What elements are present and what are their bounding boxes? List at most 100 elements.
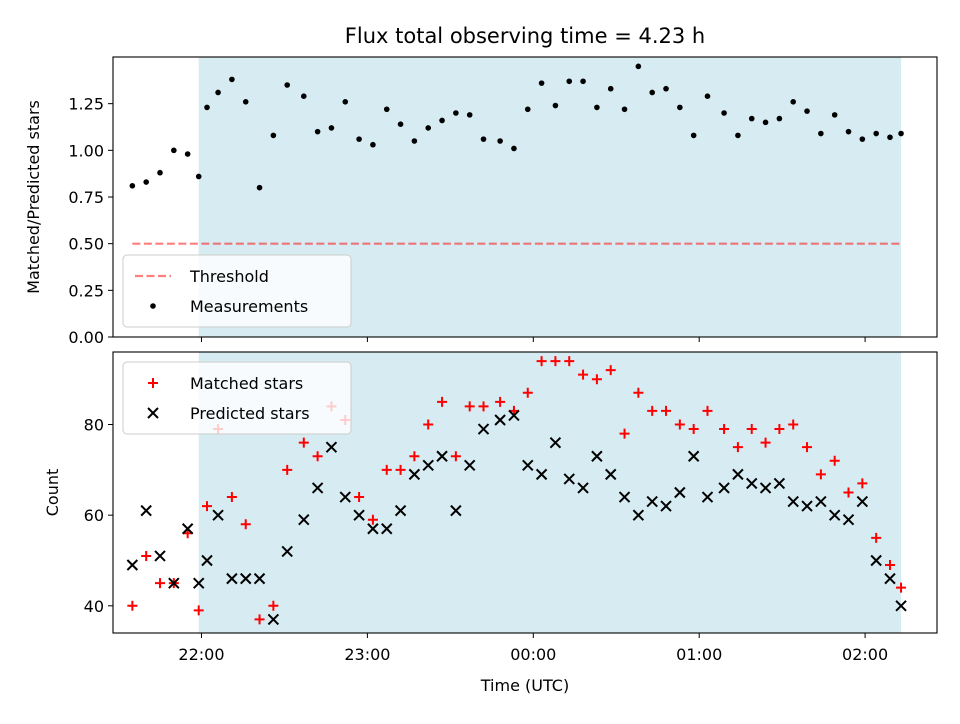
matched-star-point xyxy=(843,487,854,498)
predicted-star-point xyxy=(687,450,700,462)
predicted-star-point xyxy=(895,600,907,612)
predicted-star-point xyxy=(660,500,672,512)
predicted-star-point xyxy=(591,450,603,462)
measurement-point xyxy=(524,106,531,113)
matched-star-point xyxy=(661,405,672,416)
legend-measurement-swatch xyxy=(150,303,156,309)
predicted-star-point xyxy=(311,482,324,494)
chart-title: Flux total observing time = 4.23 h xyxy=(345,24,705,48)
measurement-point xyxy=(511,145,517,152)
measurement-point xyxy=(143,179,149,185)
measurement-point xyxy=(690,132,697,139)
y-tick-label: 1.00 xyxy=(68,141,104,160)
matched-star-point xyxy=(226,492,237,503)
measurement-point xyxy=(735,132,741,139)
legend-box xyxy=(122,254,352,328)
measurement-point xyxy=(538,80,545,86)
x-tick-label: 02:00 xyxy=(842,645,888,664)
matched-star-point xyxy=(550,356,561,367)
matched-star-point xyxy=(884,560,895,571)
measurement-point xyxy=(497,138,503,144)
axes-frame xyxy=(112,351,938,634)
matched-star-point xyxy=(591,374,602,385)
matched-star-point xyxy=(478,401,489,412)
predicted-star-point xyxy=(325,441,338,453)
measurement-point xyxy=(621,106,628,113)
measurement-point xyxy=(552,102,559,109)
matched-star-point xyxy=(495,396,506,407)
measurement-point xyxy=(397,121,404,127)
measurement-point xyxy=(873,130,879,137)
matched-star-point xyxy=(605,365,616,376)
measurement-point xyxy=(300,93,307,99)
measurement-point xyxy=(195,173,202,180)
matched-star-point xyxy=(732,442,743,453)
predicted-star-point xyxy=(522,459,534,472)
matched-star-point xyxy=(312,451,323,462)
predicted-star-point xyxy=(494,414,506,426)
predicted-star-point xyxy=(267,613,280,626)
measurement-point xyxy=(184,151,191,157)
x-tick-label: 23:00 xyxy=(344,645,390,664)
matched-star-point xyxy=(254,614,265,625)
predicted-star-point xyxy=(394,504,407,517)
matched-star-point xyxy=(202,501,213,512)
matched-star-point xyxy=(760,437,771,448)
predicted-star-point xyxy=(549,436,562,449)
predicted-star-point xyxy=(773,477,786,490)
matched-star-point xyxy=(633,387,644,398)
predicted-star-point xyxy=(253,572,266,585)
y-axis-label: Count xyxy=(43,469,62,517)
predicted-star-point xyxy=(732,468,744,481)
y-tick-label: 0.75 xyxy=(68,188,104,207)
measurement-point xyxy=(594,104,600,111)
measurement-point xyxy=(607,85,614,92)
measurement-point xyxy=(818,130,824,137)
measurement-point xyxy=(762,119,769,126)
measurement-point xyxy=(157,169,163,176)
predicted-star-point xyxy=(535,468,548,481)
measurement-point xyxy=(256,184,263,191)
predicted-star-point xyxy=(422,459,434,472)
matched-star-point xyxy=(857,478,868,489)
measurement-point xyxy=(635,63,642,70)
predicted-star-point xyxy=(870,554,882,567)
matched-star-point xyxy=(423,419,434,430)
legend-predicted-swatch xyxy=(147,407,159,419)
predicted-star-point xyxy=(856,495,869,508)
matched-star-point xyxy=(896,582,907,593)
predicted-star-point xyxy=(212,509,224,521)
ratio-panel: 0.00 0.25 0.50 0.75 1.00 1.25 Matched/Predicte… xyxy=(24,56,938,347)
matched-star-point xyxy=(240,519,251,530)
measurement-point xyxy=(480,136,487,142)
matched-star-point xyxy=(437,396,448,407)
matched-star-point xyxy=(619,428,630,439)
matched-star-point xyxy=(578,369,589,380)
matched-star-point xyxy=(829,455,840,466)
matched-star-point xyxy=(815,469,826,480)
predicted-star-point xyxy=(508,409,520,422)
predicted-star-point xyxy=(801,500,813,512)
predicted-star-point xyxy=(126,559,139,571)
matched-star-point xyxy=(536,356,547,367)
predicted-star-point xyxy=(842,513,855,526)
measurement-point xyxy=(204,104,210,111)
measurement-point xyxy=(328,125,335,131)
matched-star-point xyxy=(647,405,658,416)
measurement-point xyxy=(383,106,390,113)
measurement-point xyxy=(356,136,362,142)
matched-star-point xyxy=(674,419,685,430)
matched-star-point xyxy=(871,532,882,543)
measurement-point xyxy=(776,115,783,122)
measurement-point xyxy=(887,134,893,141)
predicted-star-point xyxy=(353,509,365,521)
matched-star-point xyxy=(268,600,279,611)
measurement-point xyxy=(649,89,655,96)
y-axis-label: Matched/Predicted stars xyxy=(24,100,43,294)
matched-star-point xyxy=(193,605,204,616)
predicted-star-point xyxy=(367,523,379,535)
measurement-point xyxy=(229,76,235,83)
measurement-point xyxy=(566,78,573,85)
measurement-point xyxy=(845,128,852,135)
